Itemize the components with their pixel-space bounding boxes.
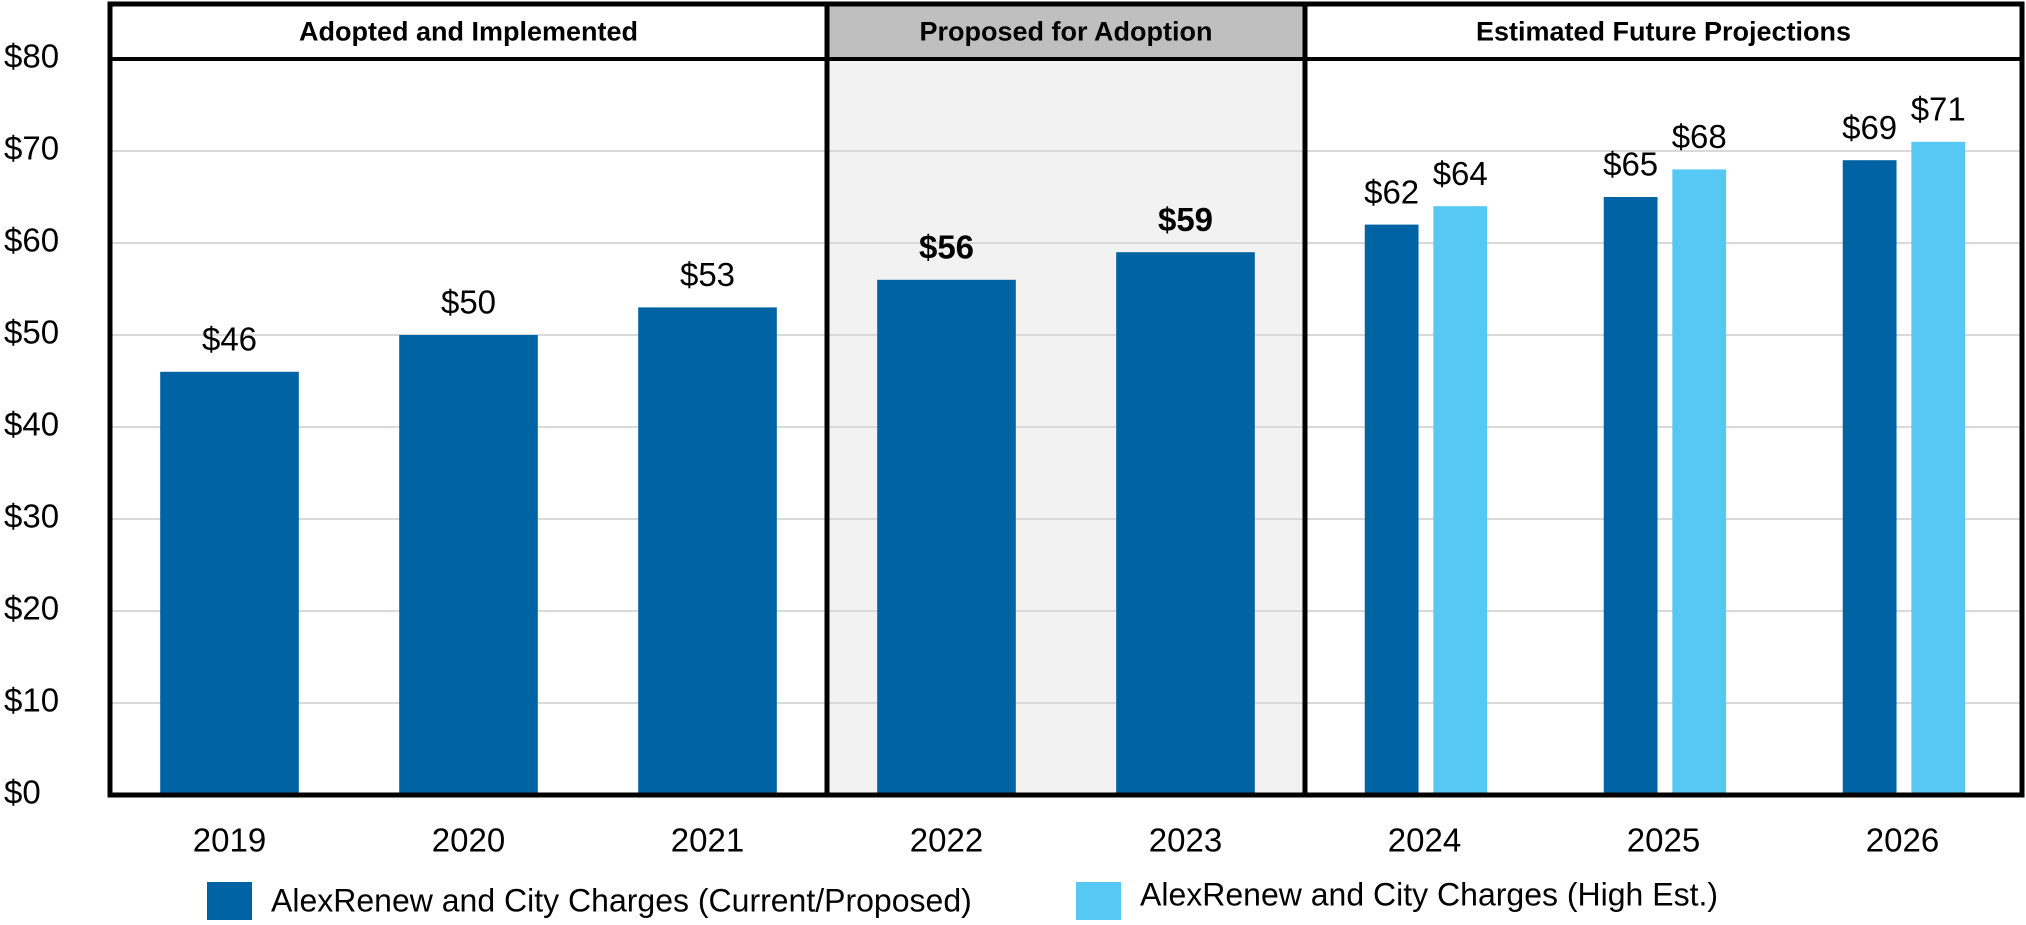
value-label: $53 bbox=[680, 256, 735, 293]
x-tick-label: 2020 bbox=[432, 822, 505, 859]
value-label: $62 bbox=[1364, 173, 1419, 210]
bar bbox=[1116, 252, 1255, 795]
y-tick-label: $20 bbox=[4, 590, 59, 627]
x-tick-label: 2025 bbox=[1627, 822, 1700, 859]
value-label: $64 bbox=[1433, 155, 1488, 192]
bar bbox=[1364, 224, 1419, 796]
section-header-bg bbox=[1305, 4, 2022, 59]
legend-label: AlexRenew and City Charges (Current/Prop… bbox=[271, 882, 972, 918]
section-label: Proposed for Adoption bbox=[920, 17, 1213, 47]
value-label: $71 bbox=[1911, 91, 1966, 128]
value-label: $69 bbox=[1842, 109, 1897, 146]
bar bbox=[1842, 160, 1897, 795]
y-tick-label: $70 bbox=[4, 130, 59, 167]
value-label: $59 bbox=[1158, 201, 1213, 238]
x-tick-label: 2024 bbox=[1388, 822, 1461, 859]
bar bbox=[1433, 206, 1488, 795]
value-label: $65 bbox=[1603, 146, 1658, 183]
bar bbox=[399, 335, 538, 795]
bar bbox=[160, 371, 299, 795]
bar bbox=[638, 307, 777, 795]
section-header-bg bbox=[110, 4, 827, 59]
bar bbox=[1603, 197, 1658, 795]
bar bbox=[877, 279, 1016, 795]
value-label: $46 bbox=[202, 321, 257, 358]
section-label: Adopted and Implemented bbox=[299, 17, 638, 47]
y-tick-label: $40 bbox=[4, 406, 59, 443]
x-tick-label: 2021 bbox=[671, 822, 744, 859]
y-tick-label: $50 bbox=[4, 314, 59, 351]
x-tick-label: 2022 bbox=[910, 822, 983, 859]
bar bbox=[1672, 169, 1727, 795]
section-label: Estimated Future Projections bbox=[1476, 17, 1851, 47]
y-tick-label: $10 bbox=[4, 682, 59, 719]
legend-swatch bbox=[1076, 882, 1121, 920]
value-label: $50 bbox=[441, 284, 496, 321]
x-tick-label: 2023 bbox=[1149, 822, 1222, 859]
x-tick-label: 2019 bbox=[193, 822, 266, 859]
legend-label: AlexRenew and City Charges (High Est.) bbox=[1140, 876, 1718, 912]
bar bbox=[1911, 141, 1966, 796]
legend-swatch bbox=[207, 882, 252, 920]
section-frame bbox=[1302, 1, 2025, 798]
value-label: $56 bbox=[919, 229, 974, 266]
value-label: $68 bbox=[1672, 118, 1727, 155]
x-tick-label: 2026 bbox=[1866, 822, 1939, 859]
y-tick-label: $80 bbox=[4, 38, 59, 75]
section-header-bg bbox=[827, 4, 1305, 59]
y-tick-label: $30 bbox=[4, 498, 59, 535]
y-tick-label: $0 bbox=[4, 774, 41, 811]
y-tick-label: $60 bbox=[4, 222, 59, 259]
